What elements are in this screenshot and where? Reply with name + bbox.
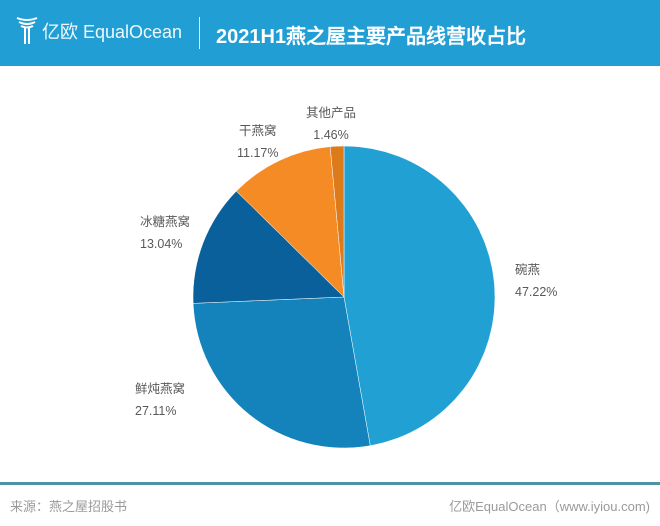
- pie-slice-2: [192, 190, 345, 304]
- slice-label-1: 鲜炖燕窝 27.11%: [135, 382, 186, 418]
- source-note: 来源：燕之屋招股书: [10, 499, 128, 514]
- pie-slice-0: [343, 145, 496, 446]
- pie-slice-3: [236, 146, 345, 298]
- header-divider: [199, 17, 200, 49]
- chart-title: 2021H1燕之屋主要产品线营收占比: [216, 26, 527, 48]
- logo: 亿欧 EqualOcean: [16, 16, 182, 46]
- pie-chart: [192, 145, 496, 449]
- slice-label-4: 其他产品 1.46%: [306, 106, 357, 142]
- footer-divider: [0, 482, 660, 485]
- slice-label-0: 碗燕 47.22%: [515, 263, 558, 299]
- pie-slice-1: [192, 296, 371, 449]
- equalocean-logo-icon: [16, 17, 38, 44]
- header-bar: 亿欧 EqualOcean 2021H1燕之屋主要产品线营收占比: [0, 0, 660, 66]
- logo-text: 亿欧 EqualOcean: [42, 22, 183, 42]
- pie-slice-4: [329, 145, 345, 298]
- slice-label-3: 干燕窝 11.17%: [237, 124, 279, 160]
- credit-note: 亿欧EqualOcean（www.iyiou.com): [449, 499, 650, 514]
- slice-label-2: 冰糖燕窝 13.04%: [140, 215, 191, 251]
